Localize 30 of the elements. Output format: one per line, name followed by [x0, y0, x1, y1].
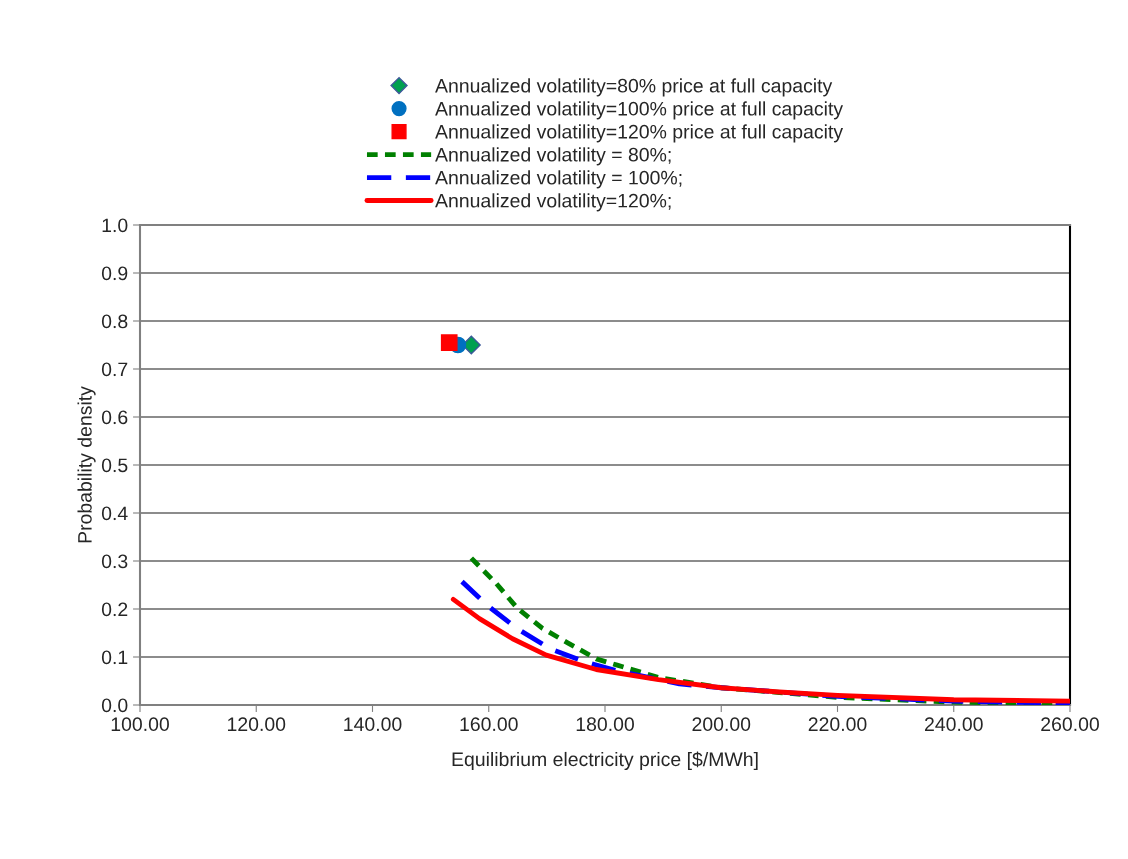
- legend-label: Annualized volatility = 100%;: [435, 170, 682, 189]
- x-tick-label: 160.00: [460, 717, 518, 732]
- x-tick-label: 260.00: [1041, 717, 1099, 732]
- legend-label: Annualized volatility=100% price at full capacity: [435, 101, 844, 120]
- legend-label: Annualized volatility = 80%;: [435, 147, 671, 166]
- x-tick-label: 120.00: [228, 717, 286, 732]
- x-tick-label: 140.00: [344, 717, 402, 732]
- y-tick-label: 0.5: [101, 458, 128, 473]
- y-tick-label: 0.2: [101, 602, 128, 617]
- legend-label: Annualized volatility=120% price at full capacity: [435, 124, 844, 143]
- x-tick-label: 240.00: [925, 717, 983, 732]
- x-axis-title: Equilibrium electricity price [$/MWh]: [452, 751, 758, 771]
- y-tick-label: 0.3: [101, 554, 128, 569]
- y-tick-label: 0.8: [101, 314, 128, 329]
- y-tick-label: 0.4: [101, 506, 128, 521]
- y-tick-label: 0.1: [101, 650, 128, 665]
- x-tick-label: 180.00: [576, 717, 634, 732]
- y-axis-title: Probability density: [77, 386, 96, 543]
- legend-label: Annualized volatility=80% price at full capacity: [435, 78, 833, 97]
- line-series: [459, 579, 1070, 705]
- line-series: [450, 596, 1070, 704]
- legend-label: Annualized volatility=120%;: [435, 193, 671, 212]
- y-tick-label: 0.0: [101, 698, 128, 713]
- y-tick-label: 0.6: [101, 410, 128, 425]
- y-tick-label: 0.7: [101, 362, 128, 377]
- y-tick-label: 0.9: [101, 266, 128, 281]
- x-tick-label: 100.00: [111, 717, 169, 732]
- x-tick-label: 220.00: [808, 717, 867, 732]
- x-tick-label: 200.00: [692, 717, 751, 732]
- y-tick-label: 1.0: [102, 218, 128, 233]
